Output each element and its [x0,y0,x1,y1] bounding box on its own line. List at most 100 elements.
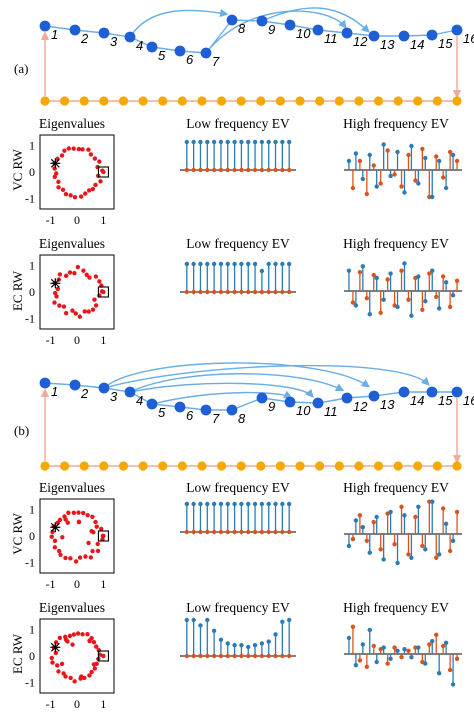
stem-blue-head [381,557,386,562]
stem-blue-head [191,139,196,145]
stem-blue-head [239,261,244,267]
eig-point [86,147,91,152]
stem-blue-head [346,543,352,549]
stem-blue-head [395,648,400,653]
graph-node-label: 13 [380,37,395,52]
stem-orange-head [434,154,439,159]
stem-blue-head [353,663,359,668]
stem-blue-head [416,504,421,509]
ring-node [158,461,168,471]
graph-node-label: 1 [51,27,58,42]
ring-node [393,461,403,471]
graph-edge-curve [103,362,371,389]
graph-node-label: 11 [324,404,338,419]
stem-blue-head [191,617,196,623]
stem-plot-a-vc-low [180,139,296,173]
stem-blue-head [360,642,366,647]
eig-title-b-ec: Eigenvalues [39,600,105,615]
stem-blue-head [266,261,271,267]
stem-plot-b-vc-low [180,501,296,535]
eig-x-tick: 1 [100,213,106,227]
stem-orange-head [218,289,224,295]
stem-blue-head [184,617,190,623]
eig-point [61,304,67,309]
stem-blue-head [450,538,456,543]
stem-orange-head [286,653,292,659]
stem-blue-head [232,501,237,507]
ring-node [138,96,148,106]
eig-point [65,520,70,525]
stem-orange-head [392,172,397,177]
eigen-plot-b-ec: -1 0 1 1 0 -1 [25,618,115,711]
eig-x-tick: -1 [46,333,56,347]
stem-blue-head [198,261,203,267]
eig-point [91,639,97,645]
stem-blue-head [225,641,230,646]
eig-point [57,635,62,641]
eig-point [54,294,59,299]
stem-blue-head [450,682,456,687]
stem-orange-head [273,529,278,535]
eig-point [77,314,83,319]
graph-node [124,31,136,43]
stem-orange-head [364,538,370,543]
graph-node [146,398,158,410]
eig-y-tick: -1 [25,311,35,325]
stem-orange-head [191,653,196,659]
ring-node [118,96,129,106]
stem-orange-head [273,167,278,173]
eig-point [53,640,59,645]
eig-point [70,308,75,313]
stem-orange-head [434,555,439,560]
stem-orange-head [350,185,356,191]
stem-orange-head [218,529,224,535]
stem-blue-head [430,268,435,273]
graph-node-label: 10 [296,403,311,418]
ring-node [197,461,207,471]
stem-blue-head [374,514,379,520]
stem-orange-head [286,289,292,295]
graph-edge-curve [129,373,345,393]
eig-point [93,182,98,188]
stem-orange-head [454,656,460,661]
ring-node [99,96,109,106]
ring-node [236,461,246,471]
stem-orange-head [239,529,244,535]
stem-orange-head [350,300,356,305]
ring-node [79,96,89,106]
eig-point [56,548,62,554]
eig-x-tick: 0 [74,213,80,227]
graph-edge-curve [129,8,229,38]
stem-blue-head [252,643,258,648]
stem-blue-head [218,139,224,145]
eig-title-a-ec: Eigenvalues [39,236,105,251]
eig-x-tick: -1 [46,213,56,227]
graph-b: 12345678910111213141516 [39,362,474,471]
eig-point [94,524,99,529]
eig-point [67,633,73,639]
low-title-b-vc: Low frequency EV [186,480,290,495]
eig-point [90,186,96,192]
eig-point [56,669,61,674]
stem-orange-head [266,167,271,173]
graph-node [98,27,110,39]
stem-orange-head [239,653,244,659]
stem-blue-head [273,501,278,507]
stem-blue-head [184,261,190,267]
eig-point [63,637,69,642]
stem-plot-b-ec-high [344,624,462,687]
stem-orange-head [184,653,190,659]
stem-orange-head [252,653,258,659]
stem-orange-head [364,191,370,197]
stem-orange-head [205,167,210,173]
stem-blue-head [381,297,386,302]
stem-blue-head [259,501,265,507]
stem-blue-head [218,261,224,267]
graph-node [124,386,136,398]
graph-node [284,19,296,31]
eig-point [75,264,81,270]
eig-y-tick: -1 [25,555,35,569]
low-title-a-ec: Low frequency EV [186,236,290,251]
stem-orange-head [406,552,411,557]
stem-blue-head [443,521,449,526]
